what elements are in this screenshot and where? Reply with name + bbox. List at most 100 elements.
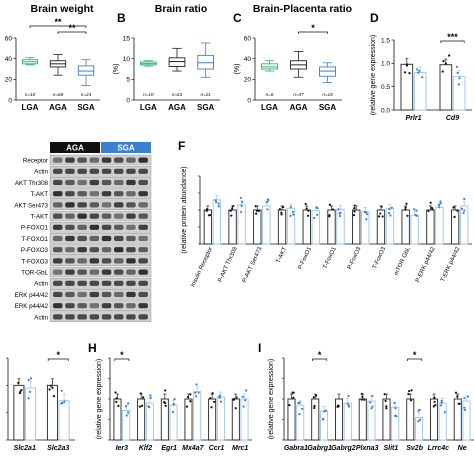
- blot-band: [65, 191, 75, 197]
- data-point: [232, 398, 235, 401]
- blot-band: [114, 269, 124, 275]
- blot-band: [101, 258, 112, 264]
- data-point: [241, 201, 244, 204]
- bar-plxna3-aga: [358, 398, 367, 441]
- data-point: [463, 406, 466, 409]
- data-point: [429, 201, 432, 204]
- blot-band: [126, 314, 136, 320]
- box-sga: [77, 65, 95, 76]
- blot-band: [77, 157, 87, 163]
- blot-band: [126, 291, 136, 298]
- box-sga: [197, 54, 215, 70]
- significance-bracket: [407, 358, 423, 361]
- data-point: [406, 214, 409, 217]
- blot-row-frame: [49, 255, 152, 267]
- blot-group-sga-label: SGA: [117, 144, 135, 153]
- data-point: [388, 208, 391, 211]
- data-point: [214, 199, 217, 202]
- data-point: [347, 394, 350, 397]
- data-point: [205, 208, 209, 211]
- blot-band: [138, 247, 148, 253]
- blot-band: [65, 168, 75, 174]
- data-point: [125, 405, 128, 408]
- data-point: [147, 405, 150, 408]
- blot-row-label: TOR-GbL: [21, 270, 48, 277]
- blot-band: [126, 224, 136, 230]
- data-point: [338, 212, 341, 215]
- y-tick-label: 40: [244, 56, 252, 63]
- data-point: [313, 216, 316, 220]
- y-tick-label: 60: [5, 35, 13, 42]
- blot-band: [77, 179, 87, 186]
- data-point: [381, 215, 384, 218]
- x-tick-label: T-ERK p44/42: [440, 246, 462, 283]
- data-point: [457, 83, 460, 86]
- data-point: [138, 405, 142, 408]
- data-point: [163, 400, 166, 404]
- panel-letter-b: B: [117, 11, 126, 25]
- data-point: [403, 71, 407, 74]
- data-point: [464, 408, 467, 412]
- data-point: [410, 389, 413, 392]
- x-tick-label: Prlr1: [406, 115, 422, 122]
- x-tick-label: SGA: [197, 103, 215, 112]
- data-point: [385, 405, 388, 408]
- y-tick-label: 5: [126, 77, 130, 84]
- blot-group-aga-bar: [50, 142, 100, 153]
- blot-band: [138, 168, 148, 174]
- data-point: [444, 62, 447, 65]
- blot-row-label: Actin: [34, 281, 48, 288]
- blot-band: [138, 179, 148, 186]
- blot-band: [101, 247, 112, 253]
- x-tick-label: Cd9: [446, 115, 459, 122]
- y-axis-label: (relative protein abundance): [181, 166, 188, 253]
- y-tick-label: 10: [123, 56, 131, 63]
- box-aga: [168, 57, 186, 67]
- data-point: [197, 391, 200, 394]
- blot-band: [77, 235, 87, 242]
- chart-immune-gene-expression: (relative gene expression) Ier3 Klf2 Egr1 Mx…: [96, 350, 252, 452]
- bar-t-foxo3-aga: [376, 209, 386, 245]
- data-point: [441, 70, 444, 73]
- data-point: [316, 207, 319, 210]
- blot-band: [77, 303, 87, 309]
- blot-band: [101, 224, 112, 230]
- n-label: n=24: [81, 92, 92, 97]
- n-label: n=63: [172, 92, 183, 97]
- bar-slc2a1-sga: [25, 387, 37, 441]
- significance-label: ***: [447, 32, 458, 42]
- data-point: [315, 394, 318, 397]
- data-point: [433, 396, 436, 399]
- blot-row-label: T-AKT: [30, 214, 48, 221]
- bar-klf2-sga: [145, 402, 154, 441]
- blot-band: [77, 168, 87, 174]
- data-point: [394, 407, 397, 410]
- blot-band: [89, 202, 100, 208]
- blot-row-frame: [49, 300, 152, 311]
- data-point: [395, 415, 398, 418]
- data-point: [254, 205, 257, 208]
- blot-band: [89, 224, 100, 230]
- blot-band: [114, 202, 124, 208]
- data-point: [244, 399, 247, 402]
- data-point: [231, 207, 234, 210]
- significance-bracket: [312, 358, 328, 361]
- blot-row-frame: [49, 233, 152, 244]
- data-point: [126, 411, 130, 414]
- blot-band: [126, 303, 136, 309]
- significance-label: *: [311, 23, 315, 33]
- data-point: [139, 392, 142, 395]
- data-point: [49, 384, 53, 387]
- chart-glucose-transporter-expression: Slc2a1 Slc2a3 *: [6, 350, 75, 452]
- chart-neural-gene-expression: (relative gene expression) Gabra1 Gabrg1 Ga…: [268, 350, 474, 452]
- data-point: [440, 399, 443, 402]
- blot-band: [65, 258, 75, 264]
- blot-row-label: ERK p44/42: [15, 303, 49, 310]
- data-point: [383, 393, 386, 396]
- bar-gabrg1-aga: [311, 398, 320, 441]
- bar-ccr1-aga: [208, 398, 217, 441]
- data-point: [171, 410, 175, 414]
- data-point: [298, 412, 301, 416]
- data-point: [404, 208, 407, 211]
